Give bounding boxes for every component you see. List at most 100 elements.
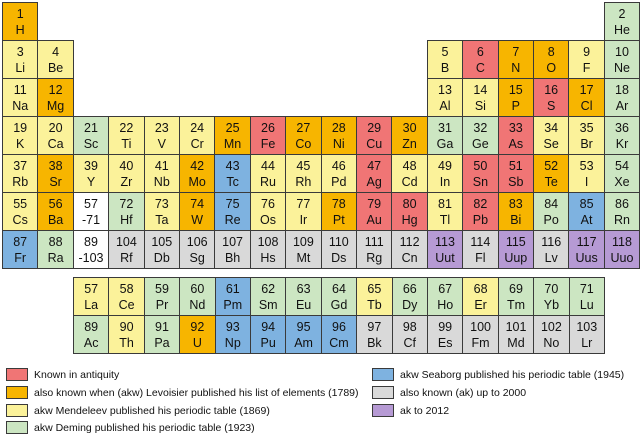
atomic-number: 33 (508, 121, 523, 135)
atomic-number: 81 (438, 197, 452, 211)
element-cell-cm: 96 Cm (320, 315, 358, 354)
atomic-number: 83 (508, 197, 523, 211)
legend-item-antiquity: Known in antiquity (6, 366, 119, 383)
atomic-number: 50 (473, 159, 488, 173)
element-cell-si: 14 Si (462, 78, 499, 117)
atomic-number: 98 (402, 320, 417, 334)
element-cell-fl: 114 Fl (462, 230, 499, 269)
atomic-number: 100 (470, 320, 492, 334)
atomic-number: 24 (190, 121, 205, 135)
element-symbol: Mn (223, 137, 242, 151)
element-cell-ga: 31 Ga (426, 116, 464, 155)
element-symbol: Po (543, 213, 559, 227)
element-cell-ra: 88 Ra (37, 230, 74, 269)
element-symbol: Fr (14, 251, 27, 265)
element-symbol: Mt (296, 251, 311, 265)
element-cell-kr: 36 Kr (603, 116, 640, 155)
element-symbol: Cf (403, 336, 417, 350)
legend-label-up-to-2000: also known (ak) up to 2000 (400, 386, 527, 399)
element-cell-mo: 42 Mo (179, 154, 216, 193)
atomic-number: 59 (155, 282, 169, 296)
element-symbol: Au (366, 213, 382, 227)
atomic-number: 11 (13, 83, 27, 97)
atomic-number: 30 (402, 121, 417, 135)
element-cell-ti: 22 Ti (108, 116, 145, 155)
atomic-number: 73 (154, 197, 169, 211)
atomic-number: 90 (119, 320, 134, 334)
element-cell-br: 35 Br (568, 116, 605, 155)
element-cell-ho: 67 Ho (427, 277, 464, 316)
element-cell-po: 84 Po (533, 192, 570, 231)
atomic-number: 57 (84, 282, 99, 296)
element-cell-dy: 66 Dy (391, 277, 428, 316)
element-symbol: Er (474, 298, 487, 312)
element-symbol: As (508, 137, 524, 151)
atomic-number: 65 (367, 282, 382, 296)
element-symbol: Ga (436, 137, 454, 151)
element-cell-ds: 110 Ds (320, 230, 357, 269)
atomic-number: 38 (48, 159, 63, 173)
element-cell-es: 99 Es (427, 315, 464, 354)
atomic-number: 118 (612, 235, 632, 249)
atomic-number: 75 (225, 197, 240, 211)
atomic-number: 36 (615, 121, 629, 135)
atomic-number: 112 (399, 235, 420, 249)
legend-item-deming: akw Deming published his periodic table … (6, 419, 255, 436)
legend: Known in antiquity also known when (akw)… (0, 364, 640, 436)
atomic-number: 101 (505, 320, 527, 334)
atomic-number: 23 (154, 121, 169, 135)
atomic-number: 58 (119, 282, 134, 296)
element-symbol: Fm (471, 336, 490, 350)
element-symbol: Fe (260, 137, 276, 151)
element-cell-y: 39 Y (72, 154, 110, 193)
atomic-number: 54 (615, 159, 629, 173)
element-cell-bh: 107 Bh (214, 230, 251, 269)
element-symbol: B (440, 61, 450, 75)
atomic-number: 42 (190, 159, 205, 173)
element-symbol: Sr (49, 175, 62, 189)
element-cell-ac: 89 Ac (73, 315, 110, 354)
element-cell-na: 11 Na (2, 78, 39, 117)
element-symbol: H (15, 23, 25, 37)
legend-label-lavoisier: also known when (akw) Levoisier publishe… (34, 386, 359, 399)
element-symbol: Bk (367, 336, 382, 350)
element-symbol: Rh (295, 175, 312, 189)
legend-item-lavoisier: also known when (akw) Levoisier publishe… (6, 384, 359, 401)
atomic-number: 43 (225, 159, 240, 173)
element-cell-u: 92 U (179, 315, 216, 354)
atomic-number: 60 (190, 282, 205, 296)
atomic-number: 20 (48, 121, 63, 135)
element-cell-sb: 51 Sb (497, 154, 534, 193)
element-symbol: Cn (401, 251, 418, 265)
periodic-table-main-grid: 1 H 2 He 3 Li 4 Be 5 B 6 C 7 N 8 O 9 F 10 Ne 11 Na 12 Mg 13 Al 14 S… (2, 2, 640, 269)
atomic-number: 80 (402, 197, 417, 211)
legend-label-antiquity: Known in antiquity (34, 368, 120, 381)
element-cell-se: 34 Se (533, 116, 570, 155)
atomic-number: 12 (48, 83, 63, 97)
element-symbol: Es (437, 336, 453, 350)
atomic-number: 37 (13, 159, 28, 173)
element-cell-tc: 43 Tc (214, 154, 251, 193)
element-symbol: Co (295, 137, 312, 151)
element-symbol: In (439, 175, 451, 189)
element-symbol: K (16, 137, 25, 151)
atomic-number: 111 (364, 235, 384, 249)
atomic-number: 4 (52, 45, 60, 59)
legend-label-deming: akw Deming published his periodic table … (34, 421, 255, 434)
atomic-number: 8 (547, 45, 555, 59)
element-cell-bi: 83 Bi (497, 192, 534, 231)
element-cell-sc: 21 Sc (72, 116, 110, 155)
element-symbol: He (614, 23, 630, 37)
element-symbol: Pt (332, 213, 345, 227)
element-cell-nb: 41 Nb (143, 154, 180, 193)
element-cell-md: 101 Md (497, 315, 535, 354)
element-cell-cd: 48 Cd (391, 154, 428, 193)
atomic-number: 47 (367, 159, 382, 173)
atomic-number: 108 (257, 235, 279, 249)
atomic-number: 28 (331, 121, 346, 135)
element-cell-cr: 24 Cr (179, 116, 216, 155)
element-cell-fr: 87 Fr (2, 230, 39, 269)
atomic-number: 76 (261, 197, 275, 211)
element-cell-yb: 70 Yb (533, 277, 570, 316)
element-cell-v: 23 V (143, 116, 180, 155)
